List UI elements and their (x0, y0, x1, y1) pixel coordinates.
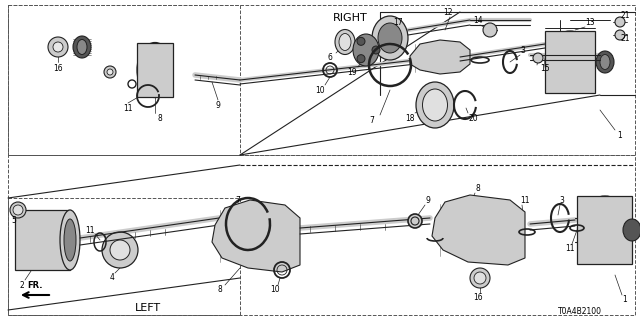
Text: 6: 6 (328, 52, 332, 61)
Bar (577, 196, 632, 264)
Ellipse shape (77, 39, 87, 54)
Text: 4: 4 (109, 274, 115, 283)
Text: 5: 5 (12, 215, 17, 225)
Text: 11: 11 (520, 196, 530, 204)
Text: 10: 10 (270, 285, 280, 294)
Text: 11: 11 (565, 244, 575, 252)
Text: 8: 8 (157, 114, 163, 123)
Circle shape (483, 23, 497, 37)
Text: 7: 7 (236, 196, 241, 204)
Text: 1: 1 (623, 295, 627, 305)
Text: 18: 18 (405, 114, 415, 123)
Circle shape (53, 42, 63, 52)
Text: 15: 15 (540, 63, 550, 73)
Text: 8: 8 (476, 183, 481, 193)
Bar (545, 31, 595, 93)
Text: 12: 12 (444, 7, 452, 17)
Circle shape (104, 66, 116, 78)
Text: 11: 11 (85, 226, 95, 235)
Ellipse shape (353, 34, 379, 66)
Text: 17: 17 (393, 18, 403, 27)
Circle shape (357, 37, 365, 45)
Text: 13: 13 (585, 18, 595, 27)
Text: 19: 19 (347, 68, 357, 76)
Ellipse shape (339, 34, 351, 51)
Circle shape (533, 53, 543, 63)
Ellipse shape (586, 205, 624, 255)
Ellipse shape (416, 82, 454, 128)
Text: 2: 2 (20, 281, 24, 290)
Text: 16: 16 (53, 63, 63, 73)
Text: 10: 10 (315, 85, 325, 94)
Ellipse shape (64, 219, 76, 261)
Circle shape (13, 205, 23, 215)
Circle shape (470, 268, 490, 288)
Text: RIGHT: RIGHT (333, 13, 367, 23)
Circle shape (107, 69, 113, 75)
Ellipse shape (378, 23, 402, 53)
Ellipse shape (143, 50, 167, 90)
Ellipse shape (545, 31, 595, 93)
Circle shape (102, 232, 138, 268)
Circle shape (615, 30, 625, 40)
Circle shape (615, 17, 625, 27)
Circle shape (48, 37, 68, 57)
Text: 16: 16 (473, 293, 483, 302)
Polygon shape (410, 40, 470, 74)
Text: 21: 21 (620, 34, 630, 43)
Bar (15, 210, 70, 270)
Text: 1: 1 (618, 131, 622, 140)
Ellipse shape (372, 16, 408, 60)
Circle shape (10, 202, 26, 218)
Circle shape (474, 272, 486, 284)
Ellipse shape (552, 39, 588, 85)
Text: 3: 3 (559, 196, 564, 204)
Text: 21: 21 (620, 11, 630, 20)
Polygon shape (212, 200, 300, 272)
Text: 7: 7 (369, 116, 374, 124)
Ellipse shape (335, 29, 355, 54)
Ellipse shape (137, 43, 173, 98)
Ellipse shape (623, 219, 640, 241)
Ellipse shape (73, 36, 91, 58)
Text: 3: 3 (520, 45, 525, 54)
Text: 9: 9 (426, 196, 431, 204)
Polygon shape (432, 195, 525, 265)
Ellipse shape (600, 54, 610, 69)
Circle shape (357, 55, 365, 63)
Ellipse shape (577, 196, 632, 264)
Text: 9: 9 (216, 100, 220, 109)
Circle shape (110, 240, 130, 260)
Text: 14: 14 (473, 15, 483, 25)
Text: FR.: FR. (28, 281, 43, 290)
Ellipse shape (60, 210, 80, 270)
Text: 20: 20 (468, 114, 478, 123)
Circle shape (372, 46, 380, 54)
Ellipse shape (422, 89, 447, 121)
Text: T0A4B2100: T0A4B2100 (558, 308, 602, 316)
Ellipse shape (596, 51, 614, 73)
Text: 11: 11 (124, 103, 132, 113)
Text: 8: 8 (218, 285, 222, 294)
Circle shape (408, 214, 422, 228)
Text: LEFT: LEFT (135, 303, 161, 313)
Bar (137, 43, 173, 97)
